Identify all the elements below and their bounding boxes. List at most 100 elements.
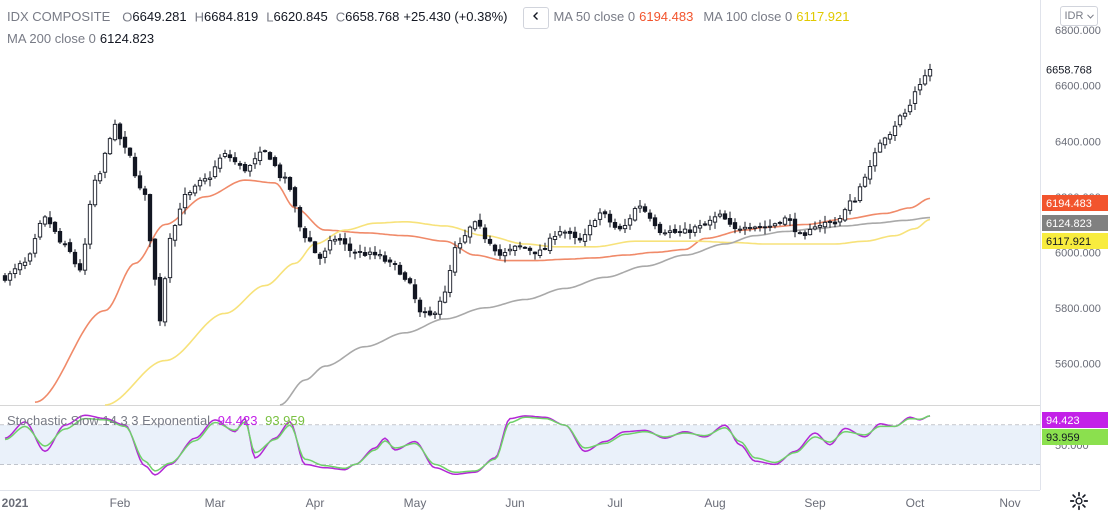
- candle-body: [882, 137, 888, 146]
- candle: [417, 297, 423, 318]
- candle: [922, 69, 928, 86]
- stoch-label[interactable]: Stochastic Slow 14 3 3 Exponential: [7, 413, 211, 428]
- candle: [782, 215, 788, 226]
- candle: [362, 246, 368, 257]
- candle-body: [637, 205, 643, 209]
- currency-label: IDR: [1064, 10, 1084, 22]
- candle-body: [927, 68, 933, 77]
- candle-body: [877, 142, 883, 153]
- candle-body: [827, 221, 833, 223]
- candle: [882, 136, 888, 149]
- symbol-name[interactable]: IDX COMPOSITE: [7, 9, 111, 25]
- candle-body: [712, 216, 718, 223]
- candle-body: [552, 235, 558, 240]
- candle-body: [667, 230, 673, 233]
- time-axis-label: Jun: [505, 496, 524, 510]
- candle: [112, 119, 118, 142]
- candle-body: [447, 270, 453, 293]
- candle: [857, 183, 863, 203]
- ma-line: [34, 179, 931, 403]
- candle: [7, 270, 13, 286]
- candle-body: [27, 253, 33, 262]
- candle-body: [397, 264, 403, 275]
- candle-body: [287, 176, 293, 190]
- candle-body: [87, 203, 93, 245]
- candle: [777, 220, 783, 226]
- candle: [712, 211, 718, 229]
- candle: [12, 263, 18, 279]
- candle: [397, 262, 403, 276]
- candle-body: [847, 200, 853, 211]
- candle: [117, 122, 123, 146]
- candle-body: [242, 164, 248, 172]
- candle-body: [192, 185, 198, 194]
- candle-body: [752, 226, 758, 229]
- candle: [42, 215, 48, 227]
- candle: [467, 225, 473, 244]
- collapse-legend-button[interactable]: [523, 7, 550, 29]
- candle: [347, 237, 353, 258]
- candle: [432, 310, 438, 319]
- candle: [82, 238, 88, 275]
- candle-body: [357, 251, 363, 253]
- candle: [372, 246, 378, 260]
- candle-body: [837, 218, 843, 223]
- candle: [27, 252, 33, 265]
- candle: [337, 233, 343, 245]
- candle-body: [862, 176, 868, 187]
- candle-body: [392, 263, 398, 265]
- candle-body: [547, 237, 553, 252]
- candle: [257, 146, 263, 166]
- candle-body: [807, 228, 813, 236]
- candle-body: [142, 188, 148, 195]
- candle-body: [477, 219, 483, 227]
- candle: [322, 247, 328, 264]
- candle-body: [672, 228, 678, 233]
- candle-body: [67, 242, 73, 252]
- candle-body: [602, 211, 608, 215]
- candle: [672, 224, 678, 235]
- candle: [2, 273, 8, 283]
- price-axis-label: 6600.000: [1055, 81, 1101, 93]
- candle: [697, 219, 703, 234]
- ma200-label[interactable]: MA 200 close 0: [7, 31, 96, 46]
- candle: [687, 223, 693, 239]
- currency-button[interactable]: IDR: [1060, 6, 1098, 26]
- open-label: O: [122, 9, 133, 25]
- time-axis-label: Oct: [906, 496, 925, 510]
- time-axis-label: Apr: [306, 496, 325, 510]
- ma50-tag: 6194.483: [1042, 195, 1108, 211]
- candle: [547, 233, 553, 255]
- candle-body: [342, 238, 348, 245]
- candle: [622, 218, 628, 233]
- price-tags: 6658.768 6194.483 6124.823 6117.921 94.423 93…: [1042, 61, 1108, 445]
- candle: [542, 242, 548, 251]
- candle-body: [542, 248, 548, 250]
- time-axis-label: May: [404, 496, 427, 510]
- stochastic-legend: Stochastic Slow 14 3 3 Exponential 94.42…: [7, 413, 305, 428]
- candle-body: [352, 251, 358, 254]
- ma50-tag-bg: [1042, 195, 1108, 211]
- candle-body: [907, 104, 913, 113]
- candle-body: [362, 252, 368, 256]
- candle: [767, 219, 773, 232]
- candle-body: [57, 230, 63, 243]
- time-axis-label: 2021: [2, 496, 29, 510]
- candle: [47, 211, 53, 229]
- candle: [242, 161, 248, 174]
- candle-body: [897, 115, 903, 126]
- moving-averages: [34, 179, 931, 406]
- ma50-label[interactable]: MA 50 close 0: [553, 9, 636, 25]
- candle-body: [277, 164, 283, 179]
- candles: [2, 63, 933, 327]
- candle-body: [767, 225, 773, 228]
- ma200-tag-bg: [1042, 215, 1108, 231]
- candle-body: [52, 221, 58, 232]
- candle: [387, 257, 393, 268]
- gear-icon[interactable]: [1068, 490, 1090, 512]
- ma100-label[interactable]: MA 100 close 0: [703, 9, 793, 25]
- candle: [682, 222, 688, 234]
- candle: [827, 219, 833, 228]
- candle: [32, 233, 38, 258]
- candle-body: [647, 212, 653, 219]
